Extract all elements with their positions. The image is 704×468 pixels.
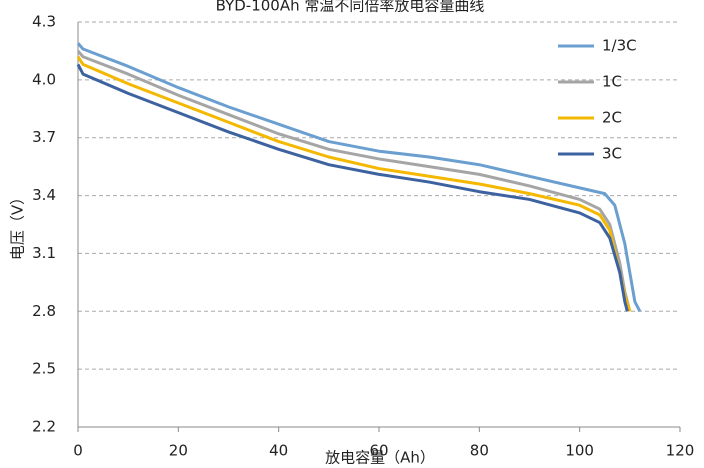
y-tick-label: 2.5 <box>32 360 56 378</box>
series-line <box>76 63 629 312</box>
legend-label: 1/3C <box>602 37 637 55</box>
x-tick-label: 60 <box>369 442 388 460</box>
x-axis-label: 放电容量（Ah） <box>325 449 435 467</box>
series-line <box>76 49 632 312</box>
y-tick-label: 2.2 <box>32 418 56 436</box>
y-axis-label: 电压（V） <box>9 190 27 260</box>
y-tick-label: 3.7 <box>32 128 56 146</box>
legend-label: 3C <box>602 145 622 163</box>
y-tick-label: 4.3 <box>32 13 56 31</box>
legend-label: 2C <box>602 109 622 127</box>
chart-title: BYD-100Ah 常温不同倍率放电容量曲线 <box>216 0 485 15</box>
y-tick-label: 3.4 <box>32 186 56 204</box>
x-tick-label: 100 <box>565 442 594 460</box>
x-tick-label: 80 <box>470 442 489 460</box>
y-tick-label: 2.8 <box>32 302 56 320</box>
x-tick-label: 0 <box>73 442 83 460</box>
x-tick-label: 120 <box>666 442 695 460</box>
x-tick-label: 20 <box>169 442 188 460</box>
series-line <box>76 55 632 312</box>
y-tick-label: 4.0 <box>32 70 56 88</box>
y-tick-label: 3.1 <box>32 244 56 262</box>
legend-label: 1C <box>602 73 622 91</box>
series-line <box>76 42 642 312</box>
x-tick-label: 40 <box>269 442 288 460</box>
